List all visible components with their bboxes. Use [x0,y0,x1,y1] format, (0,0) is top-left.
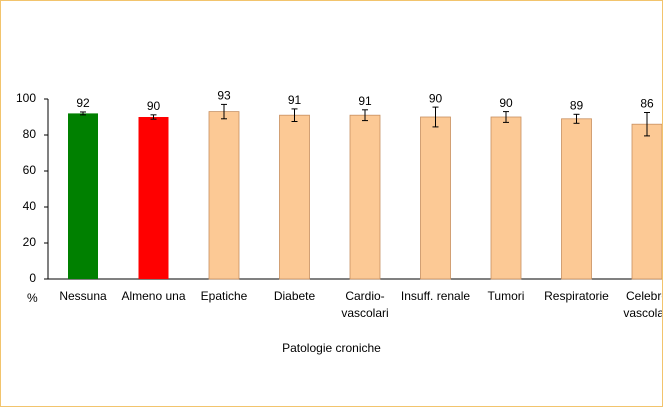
x-tick-label: Cardio-vascolari [341,289,389,320]
bar [138,117,169,279]
bar [420,116,451,280]
value-label: 92 [76,96,90,110]
value-label: 91 [358,94,372,108]
bar [68,113,98,280]
y-tick-label: 0 [29,271,36,285]
x-tick-label: Respiratorie [544,289,609,303]
bar [561,118,592,280]
value-label: 93 [217,89,231,103]
y-tick-label: 100 [16,91,36,105]
x-tick-label: Almeno una [121,289,186,303]
value-label: 91 [288,93,302,107]
y-tick-label: 20 [23,235,37,249]
bar [490,116,522,280]
bar [349,114,381,280]
value-label: 89 [570,98,584,112]
y-tick-label: 60 [23,163,37,177]
unit-label: % [27,291,38,305]
x-tick-label: Epatiche [200,289,248,303]
x-tick-label: Insuff. renale [400,289,471,303]
value-label: 90 [429,91,443,105]
bar [279,114,310,280]
x-axis-title: Patologie croniche [282,341,381,355]
value-label: 86 [640,97,654,111]
x-tick-label: Diabete [273,289,316,303]
bar [208,111,240,280]
y-tick-label: 80 [23,127,37,141]
bar [631,123,662,280]
value-label: 90 [147,99,161,113]
x-tick-label: Nessuna [59,289,107,303]
y-tick-label: 40 [23,199,37,213]
x-tick-label: Tumori [487,289,525,303]
value-label: 90 [499,96,513,110]
x-tick-label: Celebro vascolari [623,289,662,320]
